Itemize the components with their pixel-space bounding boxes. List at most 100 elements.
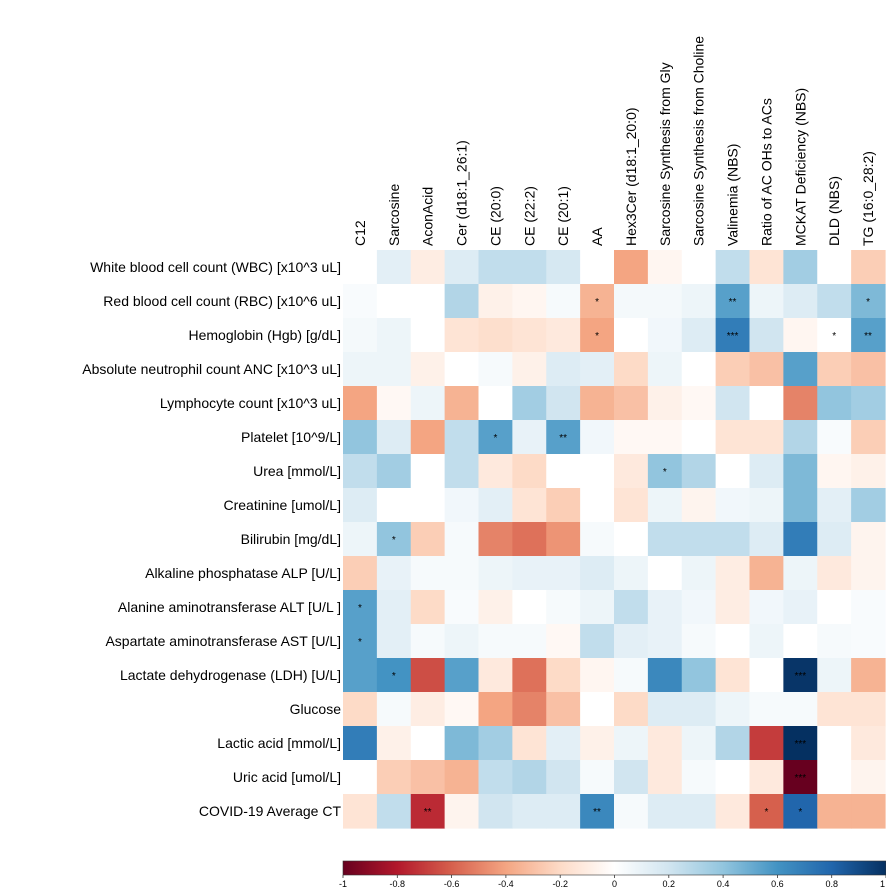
heatmap-cell <box>614 692 649 727</box>
heatmap-cell <box>546 250 581 285</box>
heatmap-cell <box>783 522 818 557</box>
heatmap-cell <box>817 522 852 557</box>
heatmap-cell <box>580 692 615 727</box>
heatmap-cell <box>783 624 818 659</box>
heatmap-cell <box>512 420 547 455</box>
heatmap-cell <box>343 488 378 523</box>
heatmap-cell <box>647 760 683 795</box>
heatmap-cell <box>546 692 581 727</box>
row-label: Aspartate aminotransferase AST [U/L] <box>105 633 341 649</box>
heatmap-cell <box>512 284 547 319</box>
heatmap-cell <box>749 726 784 761</box>
heatmap-cell <box>343 250 378 285</box>
heatmap-cell <box>478 386 513 421</box>
heatmap-cell <box>851 624 886 659</box>
significance-star: * <box>595 297 599 308</box>
heatmap-cell <box>444 284 480 319</box>
heatmap-cell <box>546 522 581 557</box>
heatmap-cell <box>444 794 480 829</box>
heatmap-cell <box>647 726 683 761</box>
column-label: AconAcid <box>420 187 436 246</box>
heatmap-cell <box>444 250 480 285</box>
heatmap-cell <box>647 794 683 829</box>
colorbar-tick-label: -0.8 <box>390 879 406 889</box>
heatmap-cell <box>783 352 818 387</box>
heatmap-cell <box>444 590 480 625</box>
heatmap-cell <box>681 386 717 421</box>
heatmap-cell <box>546 420 581 455</box>
heatmap-cell <box>715 420 751 455</box>
row-label: Urea [mmol/L] <box>253 463 341 479</box>
heatmap-cell <box>512 318 547 353</box>
heatmap-cell <box>512 454 547 489</box>
significance-star: * <box>493 433 497 444</box>
heatmap-cell <box>783 284 818 319</box>
heatmap-cell <box>410 556 446 591</box>
heatmap-cell <box>614 556 649 591</box>
heatmap-cell <box>376 318 412 353</box>
colorbar-tick-label: 0.6 <box>771 879 784 889</box>
heatmap-cell <box>851 590 886 625</box>
heatmap-cell <box>715 284 751 319</box>
heatmap-cell <box>817 284 852 319</box>
heatmap-cell <box>444 488 480 523</box>
heatmap-cell <box>715 590 751 625</box>
heatmap-cell <box>512 624 547 659</box>
colorbar-tick-label: -0.4 <box>498 879 514 889</box>
heatmap-cell <box>444 556 480 591</box>
heatmap-cell <box>478 522 513 557</box>
heatmap-cell <box>546 726 581 761</box>
heatmap-cell <box>749 284 784 319</box>
heatmap-cell <box>546 794 581 829</box>
colorbar-gradient <box>342 860 886 876</box>
heatmap-cell <box>343 420 378 455</box>
heatmap-cell <box>512 352 547 387</box>
heatmap-cell <box>647 488 683 523</box>
colorbar-tick-label: -0.6 <box>444 879 460 889</box>
heatmap-cell <box>614 522 649 557</box>
heatmap-cell <box>546 624 581 659</box>
heatmap-cell <box>817 488 852 523</box>
heatmap-cells <box>343 250 886 829</box>
heatmap-cell <box>681 794 717 829</box>
heatmap-cell <box>851 760 886 795</box>
heatmap-cell <box>410 454 446 489</box>
heatmap-cell <box>614 284 649 319</box>
heatmap-cell <box>580 624 615 659</box>
heatmap-cell <box>614 318 649 353</box>
heatmap-cell <box>614 590 649 625</box>
colorbar-tick-label: 0.8 <box>825 879 838 889</box>
heatmap-cell <box>614 386 649 421</box>
heatmap-cell <box>478 726 513 761</box>
heatmap-cell <box>410 794 446 829</box>
column-label: MCKAT Deficiency (NBS) <box>792 88 808 246</box>
heatmap-cell <box>749 556 784 591</box>
heatmap-cell <box>647 284 683 319</box>
heatmap-cell <box>715 794 751 829</box>
heatmap-cell <box>783 454 818 489</box>
heatmap-cell <box>681 556 717 591</box>
heatmap-cell <box>343 454 378 489</box>
heatmap-cell <box>410 420 446 455</box>
heatmap-cell <box>715 250 751 285</box>
column-label: DLD (NBS) <box>826 176 842 246</box>
heatmap-cell <box>478 692 513 727</box>
column-label: Sarcosine Synthesis from Gly <box>657 62 673 246</box>
heatmap-cell <box>376 386 412 421</box>
heatmap-cell <box>410 522 446 557</box>
heatmap-cell <box>851 658 886 693</box>
heatmap-cell <box>343 760 378 795</box>
heatmap-cell <box>647 420 683 455</box>
heatmap-cell <box>851 454 886 489</box>
heatmap-cell <box>444 352 480 387</box>
column-label: TG (16:0_28:2) <box>860 151 876 246</box>
heatmap-cell <box>851 352 886 387</box>
heatmap-cell <box>681 726 717 761</box>
significance-star: ** <box>424 807 432 818</box>
heatmap-cell <box>512 726 547 761</box>
heatmap-cell <box>614 488 649 523</box>
colorbar-tick-label: 0.4 <box>717 879 730 889</box>
heatmap-cell <box>715 318 751 353</box>
column-label: C12 <box>352 220 368 246</box>
heatmap-cell <box>580 420 615 455</box>
